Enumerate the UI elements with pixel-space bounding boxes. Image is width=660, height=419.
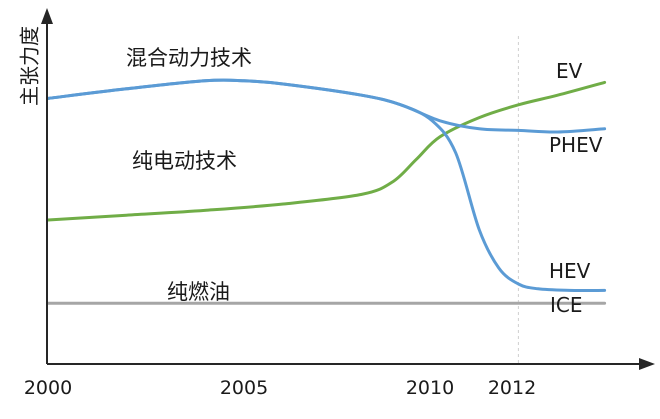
series-line-ev: [46, 80, 607, 222]
x-tick-label: 2005: [220, 377, 268, 399]
series-layer: [46, 78, 607, 305]
x-axis-arrow-icon: [639, 358, 655, 370]
x-tick-label: 2012: [488, 377, 536, 399]
series-label-ev: EV: [556, 59, 583, 83]
y-axis-arrow-icon: [41, 8, 53, 24]
series-label-ice: ICE: [550, 293, 583, 317]
x-tick-label: 2010: [406, 377, 454, 399]
series-line-phev: [46, 78, 607, 134]
series-label-hev: HEV: [549, 259, 591, 283]
y-axis-label: 主张力度: [18, 26, 42, 106]
x-tick-label: 2000: [24, 377, 72, 399]
annotation-hybrid: 混合动力技术: [126, 46, 252, 70]
annotation-electric: 纯电动技术: [132, 149, 237, 173]
series-line-hev: [46, 78, 607, 293]
annotation-fuel: 纯燃油: [167, 280, 230, 304]
series-label-phev: PHEV: [549, 133, 603, 157]
